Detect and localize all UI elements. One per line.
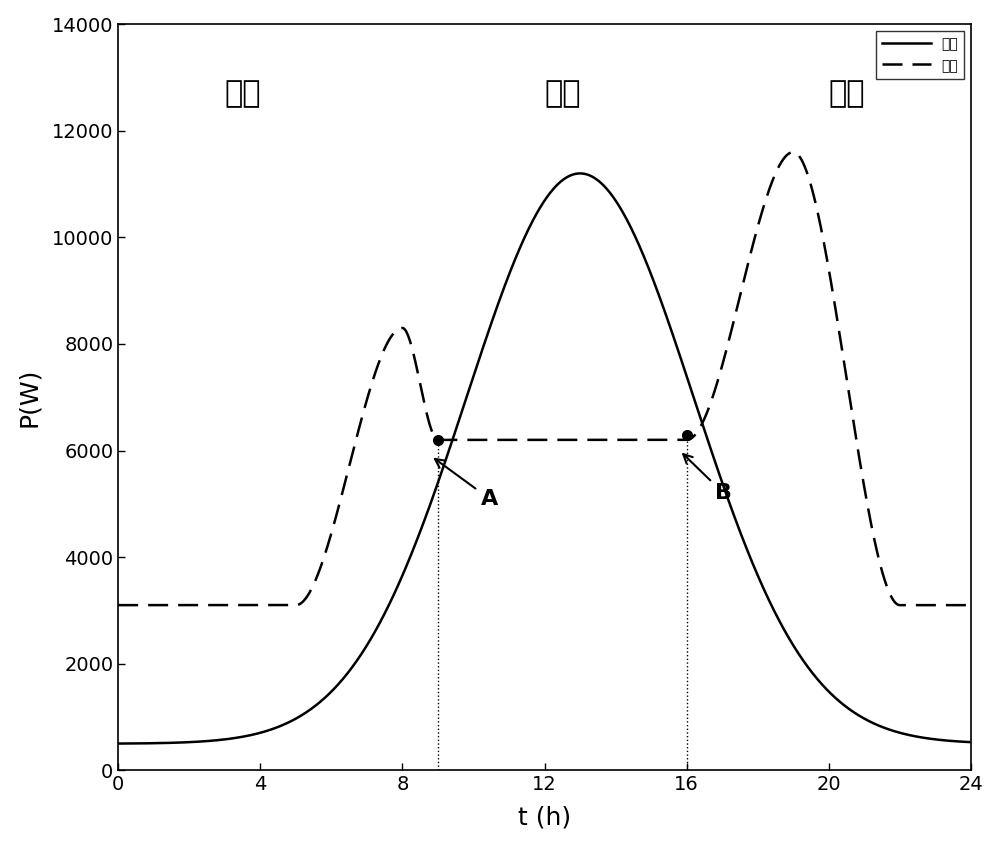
光伏 <box>476 345 488 355</box>
Line: 光伏: 光伏 <box>118 173 971 744</box>
负载 <box>965 600 977 610</box>
光伏 <box>439 457 451 467</box>
Line: 负载: 负载 <box>118 152 971 605</box>
X-axis label: t (h): t (h) <box>518 805 571 829</box>
光伏 <box>857 712 869 722</box>
光伏 <box>112 739 124 749</box>
Text: 放电: 放电 <box>224 79 261 108</box>
光伏 <box>260 726 272 736</box>
负载 <box>439 435 451 445</box>
负载 <box>260 600 272 610</box>
负载 <box>787 147 799 157</box>
光伏 <box>965 737 977 747</box>
负载 <box>112 600 124 610</box>
光伏 <box>948 736 960 746</box>
负载 <box>948 600 960 610</box>
负载 <box>476 435 488 445</box>
Y-axis label: P(W): P(W) <box>17 367 41 427</box>
光伏 <box>574 168 586 179</box>
负载 <box>209 600 221 610</box>
Text: 充电: 充电 <box>544 79 581 108</box>
光伏 <box>209 735 221 745</box>
负载 <box>857 473 869 483</box>
Legend: 光伏, 负载: 光伏, 负载 <box>876 31 964 79</box>
Text: 放电: 放电 <box>828 79 865 108</box>
Text: A: A <box>435 459 498 508</box>
Text: B: B <box>683 454 732 503</box>
